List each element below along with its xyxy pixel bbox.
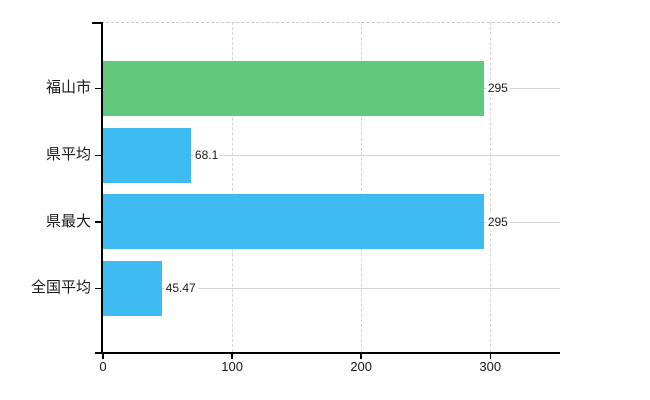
bar-3	[103, 260, 162, 316]
y-axis-top-tick	[92, 22, 101, 24]
y-axis-label: 県最大	[45, 212, 91, 230]
bar-value-label: 295	[485, 213, 510, 230]
bar-value-label: 45.47	[163, 280, 198, 296]
y-axis-label: 福山市	[45, 79, 91, 96]
y-axis-line	[101, 22, 103, 352]
x-tick	[360, 353, 362, 359]
bar-value-label: 295	[485, 80, 510, 96]
bar-1	[103, 127, 191, 183]
y-axis-label: 県平均	[45, 146, 91, 163]
x-tick	[231, 353, 233, 359]
y-axis-label: 全国平均	[30, 279, 91, 296]
gridline-vertical	[232, 22, 234, 352]
y-tick	[95, 87, 101, 89]
bar-0	[103, 60, 484, 116]
x-tick-label: 200	[350, 359, 373, 374]
x-axis-line	[95, 352, 560, 354]
gridline-horizontal	[102, 155, 560, 156]
x-tick-label: 300	[479, 359, 502, 374]
bar-2	[103, 194, 484, 249]
x-tick	[489, 353, 492, 359]
gridline-horizontal	[102, 288, 560, 289]
y-tick	[95, 221, 101, 223]
x-tick	[102, 353, 104, 359]
y-tick	[95, 287, 101, 289]
y-tick	[95, 154, 101, 156]
bar-value-label: 68.1	[192, 147, 221, 163]
gridline-vertical	[490, 22, 492, 352]
gridline-vertical	[361, 22, 363, 352]
x-tick-label: 100	[221, 359, 243, 374]
x-tick-label: 0	[99, 359, 107, 374]
plot-area	[101, 22, 560, 352]
